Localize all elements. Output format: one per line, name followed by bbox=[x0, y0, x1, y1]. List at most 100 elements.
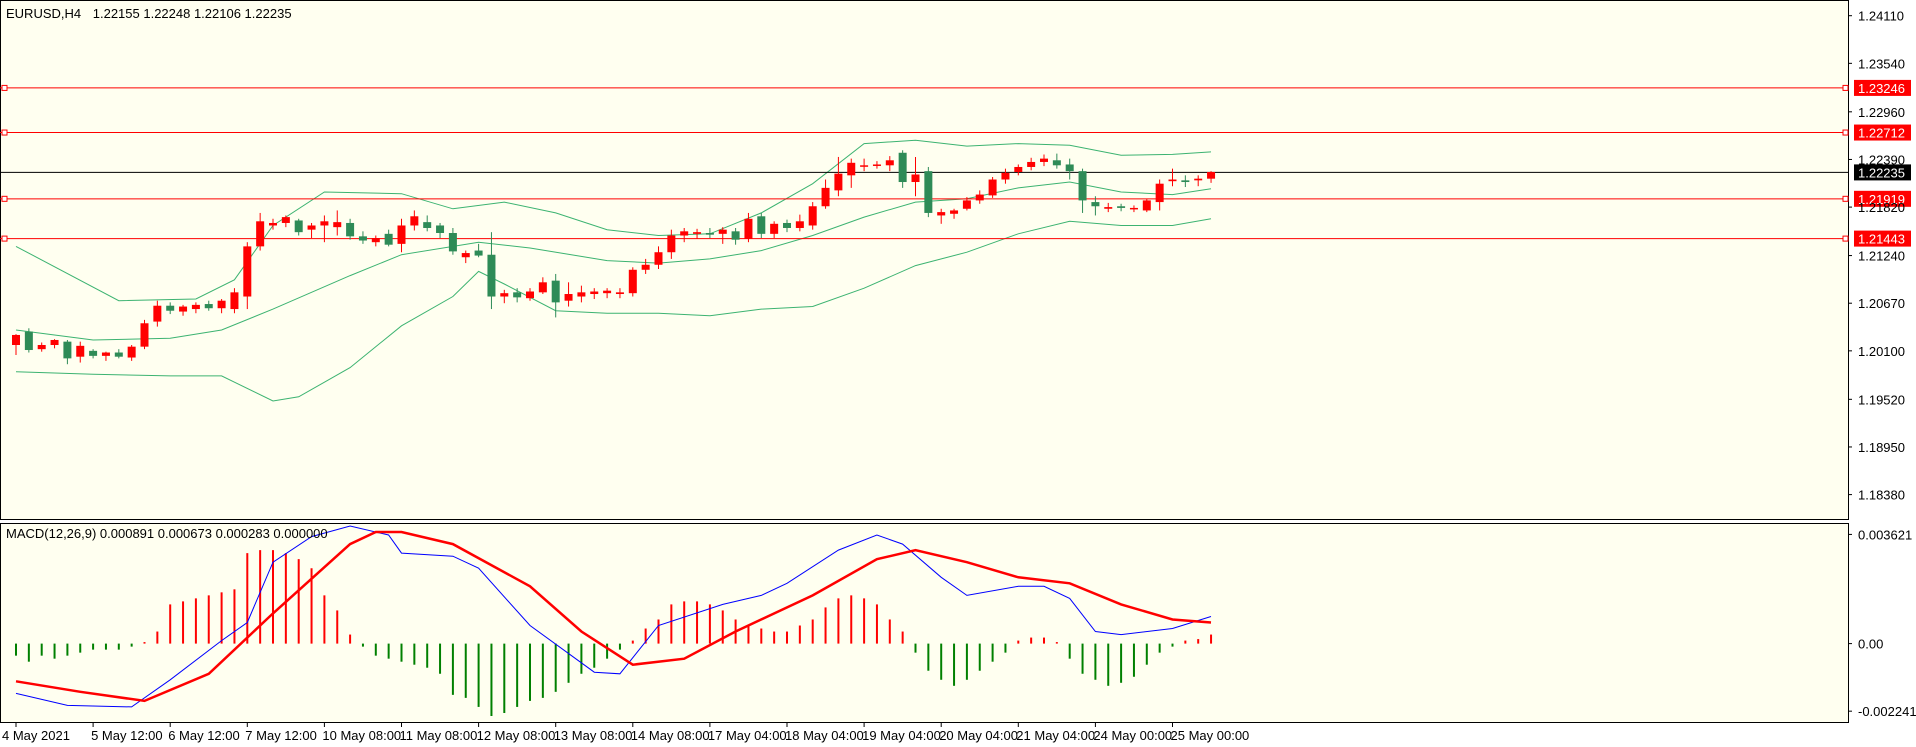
candle-body bbox=[37, 344, 46, 350]
candle bbox=[526, 288, 534, 301]
candle-body bbox=[808, 206, 817, 226]
macd-label: MACD(12,26,9) 0.000891 0.000673 0.000283… bbox=[6, 526, 328, 541]
time-tick-label: 18 May 04:00 bbox=[785, 728, 864, 743]
macd-tick-label: -0.002241 bbox=[1858, 704, 1916, 719]
price-tick-label: 1.21820 bbox=[1858, 200, 1905, 215]
candle bbox=[217, 299, 226, 314]
candle-body bbox=[795, 221, 804, 228]
candle bbox=[577, 285, 586, 303]
candle bbox=[1129, 205, 1138, 213]
hline-price-label: 1.21919 bbox=[1858, 192, 1905, 207]
macd-tick-label: 0.00 bbox=[1858, 637, 1883, 652]
candle-body bbox=[127, 346, 136, 358]
candle-body bbox=[1014, 166, 1023, 172]
time-tick-label: 13 May 08:00 bbox=[554, 728, 633, 743]
candle-body bbox=[962, 200, 971, 209]
candle-body bbox=[191, 304, 200, 310]
candle-body bbox=[1052, 160, 1061, 166]
candle-body bbox=[757, 216, 766, 234]
candle bbox=[551, 273, 560, 318]
candle bbox=[307, 222, 316, 239]
candle bbox=[281, 215, 290, 228]
candle-body bbox=[12, 334, 20, 345]
candle-body bbox=[1142, 200, 1151, 211]
candle bbox=[654, 246, 663, 269]
candle-body bbox=[269, 222, 277, 226]
candle-body bbox=[153, 305, 162, 322]
candle bbox=[705, 227, 714, 239]
candle bbox=[114, 349, 123, 359]
candle-body bbox=[89, 350, 98, 356]
macd-tick-label: 0.003621 bbox=[1858, 527, 1912, 542]
candle bbox=[898, 150, 907, 188]
candle bbox=[1181, 175, 1190, 188]
price-tick-label: 1.19520 bbox=[1858, 392, 1905, 407]
candle bbox=[358, 231, 367, 244]
candle-body bbox=[114, 352, 123, 357]
candle-body bbox=[513, 292, 522, 298]
candle bbox=[808, 202, 817, 230]
candle-body bbox=[256, 221, 265, 247]
hline-handle-right bbox=[1842, 84, 1849, 91]
hline-price-label: 1.21443 bbox=[1858, 232, 1905, 247]
candle-body bbox=[1001, 172, 1010, 180]
candle-body bbox=[898, 152, 907, 183]
candle bbox=[333, 210, 342, 236]
candle-body bbox=[538, 282, 547, 293]
candle bbox=[179, 304, 188, 316]
candle-body bbox=[1065, 164, 1074, 172]
candle bbox=[1194, 175, 1203, 187]
candle-body bbox=[911, 174, 920, 183]
candle bbox=[795, 214, 804, 232]
price-tick-label: 1.18380 bbox=[1858, 488, 1905, 503]
candle bbox=[641, 258, 650, 274]
candle-body bbox=[487, 254, 496, 297]
macd-main-line bbox=[15, 525, 1212, 708]
candle-body bbox=[872, 164, 881, 166]
candle-body bbox=[1078, 171, 1087, 201]
candle bbox=[191, 302, 200, 314]
candle-body bbox=[24, 331, 33, 351]
candle bbox=[680, 227, 689, 243]
horizontal-lines[interactable] bbox=[0, 84, 1849, 242]
candle bbox=[1078, 168, 1087, 213]
candle-body bbox=[101, 352, 110, 356]
candle-body bbox=[500, 293, 509, 297]
candle bbox=[153, 300, 162, 327]
time-tick-label: 25 May 00:00 bbox=[1171, 728, 1250, 743]
hline-handle-left bbox=[1, 84, 8, 91]
candle bbox=[513, 288, 522, 303]
candle-body bbox=[770, 223, 779, 234]
candle-body bbox=[693, 232, 702, 234]
hline-handle-right bbox=[1842, 195, 1849, 202]
hline-price-tag bbox=[1854, 124, 1911, 141]
candle bbox=[538, 277, 547, 295]
candle-body bbox=[834, 173, 843, 191]
time-tick-label: 5 May 12:00 bbox=[91, 728, 163, 743]
current-price-label: 1.22235 bbox=[1858, 165, 1905, 180]
price-panel-frame bbox=[0, 0, 1849, 520]
candle bbox=[988, 177, 997, 198]
candle bbox=[937, 208, 946, 224]
candle bbox=[1117, 203, 1126, 212]
candle bbox=[1014, 164, 1023, 176]
hline-price-label: 1.22712 bbox=[1858, 126, 1905, 141]
candle-body bbox=[243, 246, 252, 297]
candle bbox=[1027, 157, 1036, 171]
candle bbox=[461, 250, 470, 264]
price-tick-label: 1.20670 bbox=[1858, 296, 1905, 311]
hline-handle-right bbox=[1842, 129, 1849, 136]
candle bbox=[230, 288, 239, 314]
candle-body bbox=[526, 291, 534, 299]
macd-axis: 0.003621 0.00 -0.002241 bbox=[1848, 527, 1916, 719]
candle-body bbox=[371, 238, 380, 243]
candle-body bbox=[641, 264, 650, 270]
candle-body bbox=[474, 250, 483, 256]
candle bbox=[590, 288, 599, 300]
candle bbox=[770, 221, 779, 239]
time-tick-label: 4 May 2021 bbox=[2, 728, 70, 743]
candle bbox=[37, 342, 46, 352]
price-tick-label: 1.20100 bbox=[1858, 344, 1905, 359]
time-tick-label: 11 May 08:00 bbox=[400, 728, 478, 743]
candle-body bbox=[140, 323, 149, 347]
